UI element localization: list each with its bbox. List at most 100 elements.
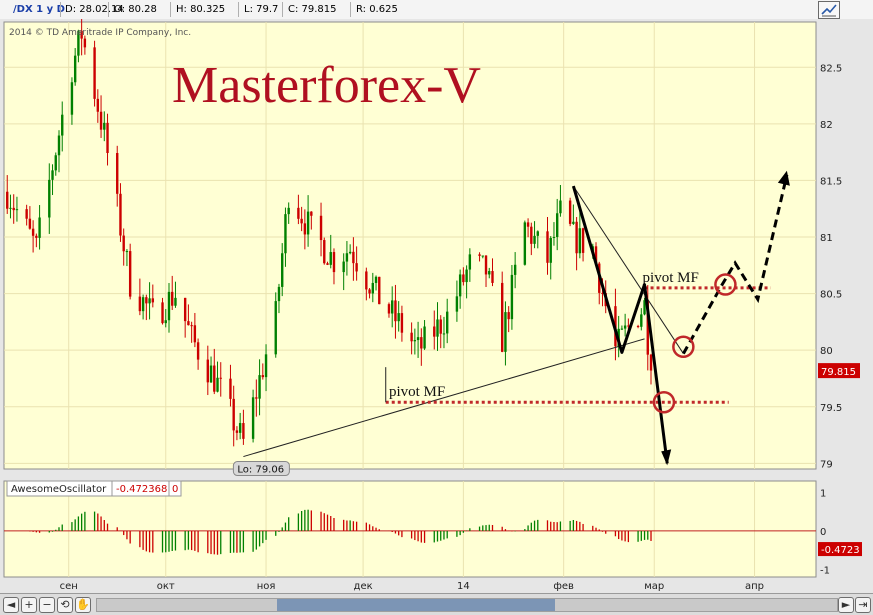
- scrollbar-thumb[interactable]: [277, 599, 555, 611]
- candle-body: [274, 301, 277, 355]
- candle-body: [310, 211, 313, 216]
- candle-body: [400, 313, 404, 333]
- header-separator: [108, 2, 109, 17]
- close-label: C: 79.815: [288, 4, 337, 15]
- open-label: O: 80.28: [114, 4, 157, 15]
- low-price-bubble: [232, 461, 290, 477]
- forecast-arrow-head: [777, 170, 790, 186]
- candle-body: [468, 254, 472, 270]
- scroll-end-icon[interactable]: ⇥: [855, 597, 871, 613]
- candle-body: [303, 223, 307, 235]
- candle-body: [640, 314, 643, 327]
- candle-body: [145, 297, 148, 304]
- candle-body: [394, 300, 397, 322]
- time-tick-label: дек: [354, 581, 373, 592]
- candle-body: [35, 235, 38, 238]
- price-tick-label: 82: [820, 120, 833, 131]
- arrow-left-icon[interactable]: ◄: [3, 597, 19, 613]
- candle-body: [578, 228, 582, 254]
- candle-body: [148, 298, 151, 304]
- oscillator-value-label: -0.472368: [116, 484, 167, 495]
- candle-body: [387, 304, 391, 314]
- oscillator-bars-layer: [4, 509, 816, 555]
- candle-body: [491, 271, 494, 283]
- hand-icon[interactable]: ✋: [75, 597, 91, 613]
- candle-body: [151, 298, 155, 303]
- candle-body: [25, 209, 28, 219]
- oscillator-tick-label: -1: [820, 565, 830, 576]
- target-circle: [714, 273, 737, 296]
- candle-body: [38, 217, 41, 238]
- candle-body: [54, 155, 57, 171]
- zigzag-arrow-path: [571, 185, 669, 464]
- candle-body: [96, 98, 100, 112]
- price-tick-label: 80: [820, 346, 833, 357]
- time-tick-label: окт: [157, 581, 175, 592]
- time-tick-label: сен: [60, 581, 78, 592]
- oscillator-extra-label: 0: [172, 484, 178, 495]
- zoom-reset-icon[interactable]: ⟲: [57, 597, 73, 613]
- candle-body: [423, 326, 426, 349]
- candle-body: [119, 193, 122, 236]
- horizontal-scrollbar[interactable]: [96, 598, 838, 612]
- arrow-right-icon[interactable]: ►: [838, 597, 854, 613]
- price-tick-label: 79: [820, 459, 833, 470]
- candle-body: [391, 300, 394, 314]
- annotations-layer: pivot MF pivot MF Lo: 79.06 79.815 -0.4723: [232, 170, 862, 557]
- candle-body: [332, 252, 336, 273]
- candle-body: [549, 237, 552, 263]
- symbol-label[interactable]: /DX 1 y D: [13, 4, 65, 15]
- candle-body: [446, 311, 449, 334]
- candle-body: [416, 337, 420, 341]
- candle-body: [80, 30, 83, 39]
- candle-body: [371, 282, 374, 294]
- candle-body: [530, 226, 533, 244]
- channel-trend-line: [572, 185, 684, 354]
- candle-body: [83, 38, 87, 48]
- candle-body: [99, 111, 103, 130]
- candle-body: [70, 82, 74, 115]
- candle-body: [342, 261, 345, 273]
- candle-body: [306, 211, 310, 235]
- high-label: H: 80.325: [176, 4, 226, 15]
- candle-body: [526, 222, 530, 227]
- candle-body: [433, 326, 436, 337]
- candle-body: [329, 252, 332, 265]
- forecast-dashed-path: [682, 174, 789, 355]
- price-tick-label: 81.5: [820, 176, 842, 187]
- candle-body: [174, 297, 177, 306]
- time-tick-label: мар: [644, 581, 664, 592]
- candle-body: [284, 214, 287, 254]
- candle-body: [623, 325, 627, 329]
- watermark-title: Masterforex-V: [172, 57, 481, 114]
- candle-body: [9, 207, 12, 209]
- candle-body: [61, 114, 64, 136]
- candle-body: [161, 302, 164, 324]
- candle-body: [455, 296, 459, 312]
- candle-body: [513, 264, 517, 275]
- low-label: L: 79.7: [244, 4, 279, 15]
- candle-body: [209, 365, 213, 383]
- copyright-text: 2014 © TD Ameritrade IP Company, Inc.: [9, 28, 191, 38]
- price-plot-area[interactable]: [3, 21, 817, 470]
- zoom-in-icon[interactable]: +: [21, 597, 37, 613]
- price-tick-label: 82.5: [820, 63, 842, 74]
- zoom-out-icon[interactable]: −: [39, 597, 55, 613]
- oscillator-name-label: AwesomeOscillator: [11, 484, 107, 495]
- grid-lines: [4, 22, 816, 577]
- candle-body: [28, 218, 32, 229]
- oscillator-plot-area[interactable]: [3, 480, 817, 578]
- candle-body: [636, 326, 640, 328]
- candle-body: [481, 255, 484, 257]
- candle-body: [442, 333, 446, 335]
- candle-body: [242, 423, 245, 439]
- candle-body: [478, 254, 481, 256]
- candle-body: [264, 354, 268, 378]
- chart-style-icon[interactable]: [818, 1, 840, 19]
- header-separator: [350, 2, 351, 17]
- oscillator-tick-label: 0: [820, 527, 826, 538]
- candle-body: [51, 170, 54, 180]
- candle-body: [365, 271, 368, 290]
- candle-body: [297, 207, 300, 219]
- candle-body: [206, 359, 210, 383]
